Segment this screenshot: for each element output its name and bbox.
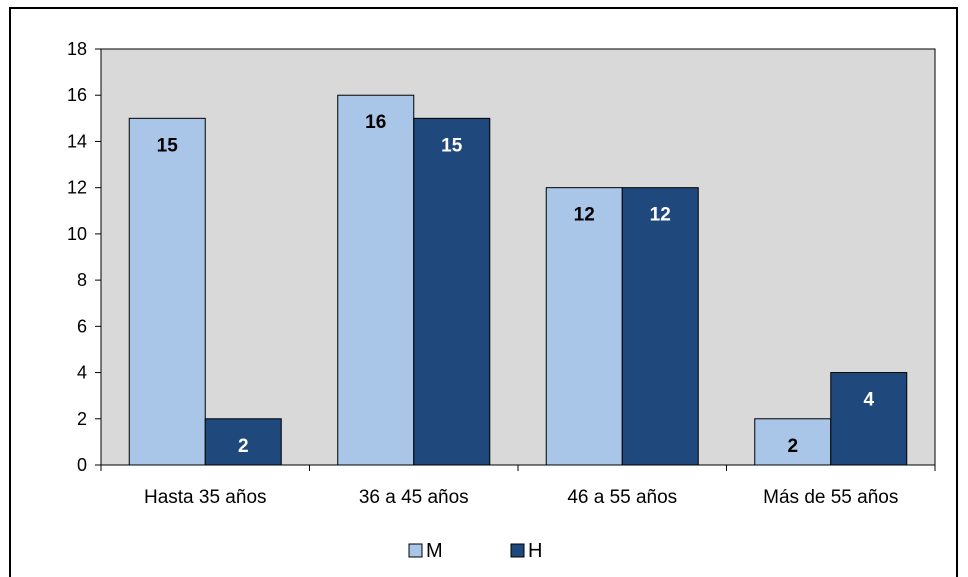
bar-m xyxy=(545,187,623,466)
x-category-label: 46 a 55 años xyxy=(567,487,677,508)
legend-swatch-m xyxy=(408,543,423,558)
data-label: 15 xyxy=(157,135,179,156)
y-tick-label: 8 xyxy=(77,270,87,290)
data-label: 16 xyxy=(365,112,386,133)
legend-label-m: M xyxy=(426,540,443,562)
plot-area xyxy=(100,48,936,466)
bar-h xyxy=(621,187,699,466)
data-label: 2 xyxy=(238,436,249,457)
legend-label-h: H xyxy=(528,540,542,562)
data-label: 12 xyxy=(574,205,595,226)
data-label: 2 xyxy=(787,436,798,457)
y-tick-label: 12 xyxy=(67,178,87,198)
legend-swatch-h xyxy=(510,543,525,558)
y-tick-label: 10 xyxy=(67,224,87,244)
y-tick-label: 14 xyxy=(67,131,87,151)
data-label: 12 xyxy=(650,205,671,226)
bar-h xyxy=(204,418,282,466)
y-tick-label: 2 xyxy=(77,409,87,429)
bar-m xyxy=(337,94,415,466)
y-tick-label: 0 xyxy=(77,455,87,475)
bar-h xyxy=(413,117,491,466)
data-label: 15 xyxy=(441,135,463,156)
bar-m xyxy=(128,117,206,466)
bar-h xyxy=(830,372,908,466)
y-tick-label: 18 xyxy=(67,39,87,59)
y-tick-label: 16 xyxy=(67,85,87,105)
data-label: 4 xyxy=(863,390,874,411)
y-tick-label: 4 xyxy=(77,363,87,383)
x-category-label: 36 a 45 años xyxy=(359,487,469,508)
x-category-label: Hasta 35 años xyxy=(144,487,267,508)
x-category-label: Más de 55 años xyxy=(763,487,898,508)
y-tick-label: 6 xyxy=(77,316,87,336)
